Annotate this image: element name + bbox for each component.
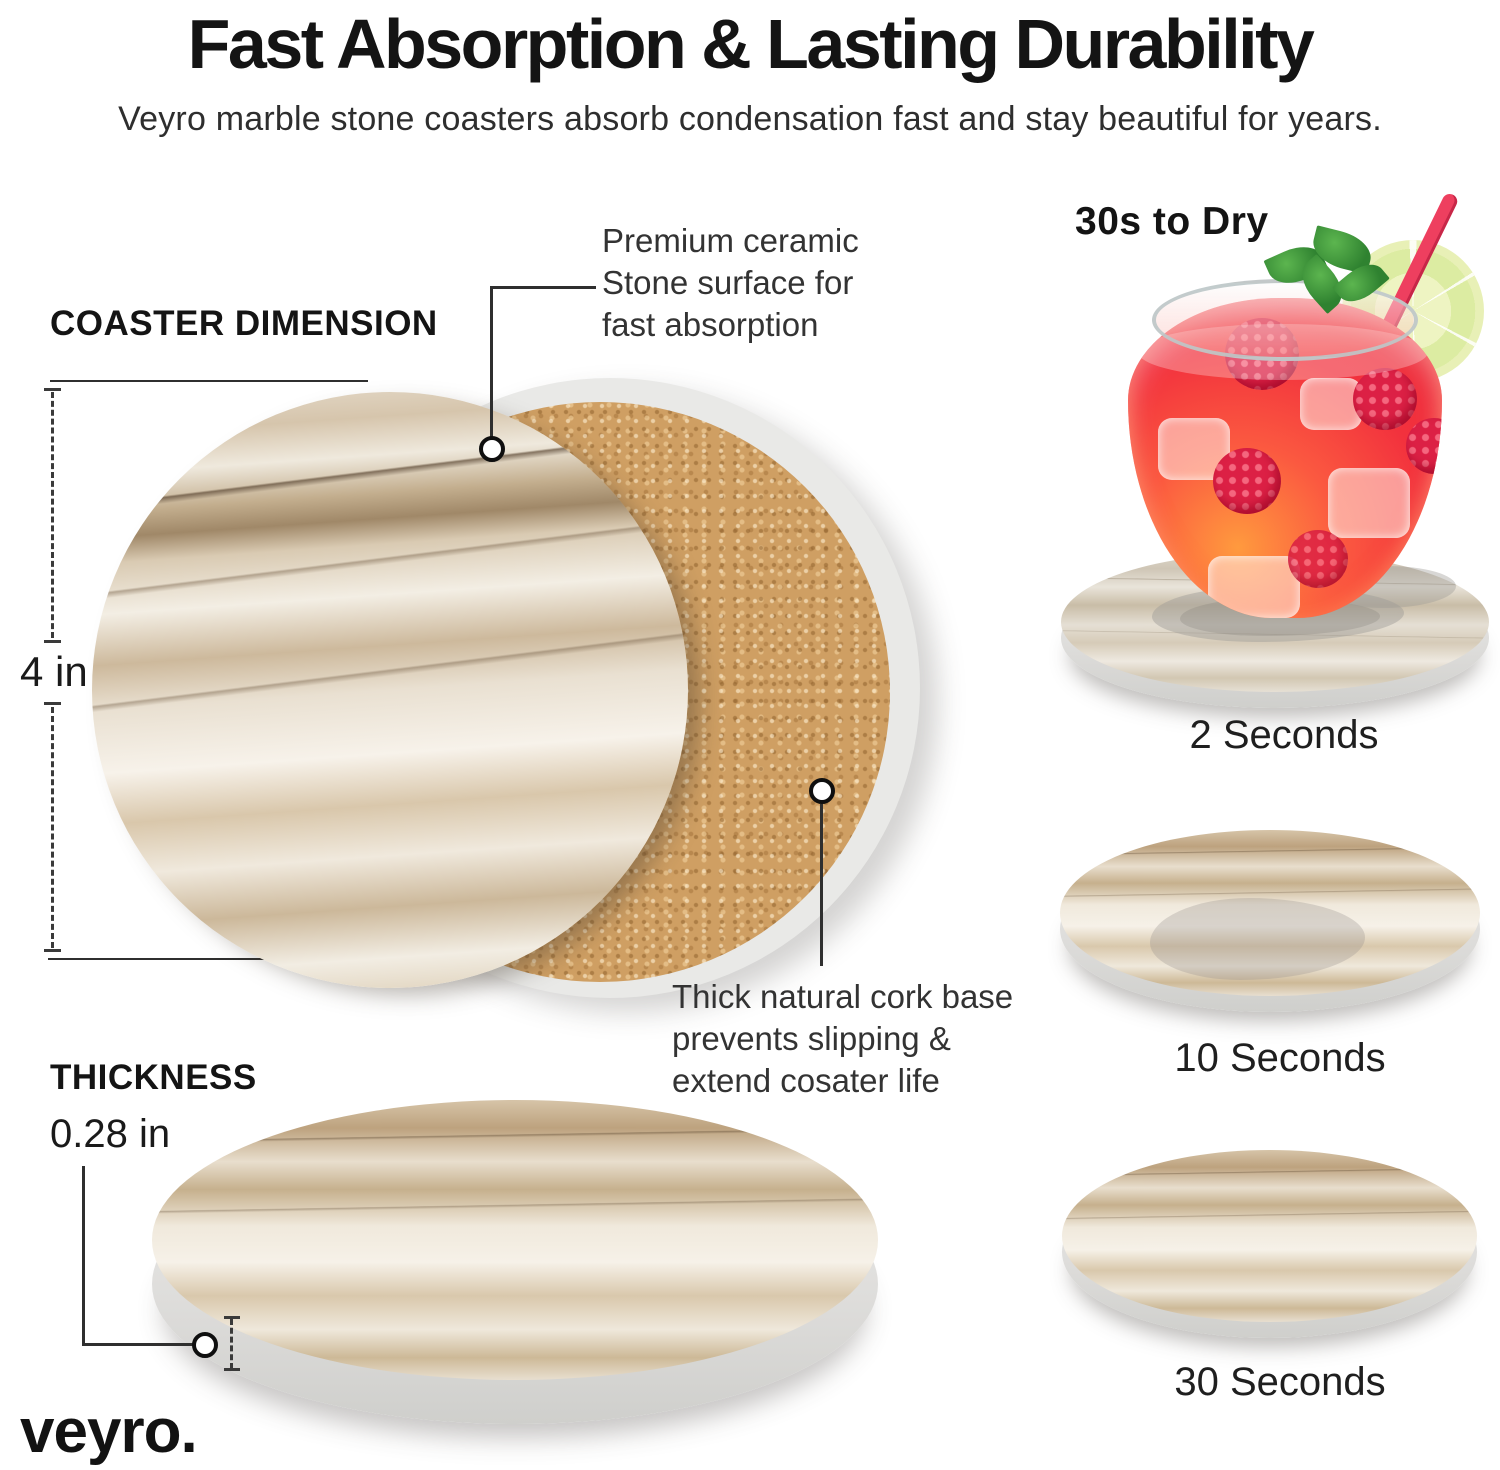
ice-cube <box>1300 378 1362 430</box>
coaster-10s-top <box>1060 830 1480 996</box>
cork-callout-text: Thick natural cork base prevents slippin… <box>672 978 1014 1100</box>
marble-coaster-front <box>92 392 688 988</box>
step-label-10-seconds: 10 Seconds <box>1174 1036 1386 1080</box>
dimension-extension-line-top <box>50 380 368 382</box>
coaster-dimension-heading: COASTER DIMENSION <box>50 304 438 343</box>
dimension-width-label: 4 in <box>20 648 88 695</box>
raspberry <box>1288 530 1348 588</box>
dimension-dashed-line-upper <box>51 392 54 638</box>
brand-wordmark: veyro. <box>20 1397 198 1466</box>
raspberry <box>1406 418 1442 474</box>
dimension-tick-top <box>44 388 61 391</box>
thickness-leader-vertical <box>82 1166 85 1346</box>
ice-cube <box>1208 556 1300 618</box>
cork-callout-leader-vertical <box>820 804 823 966</box>
glass-rim <box>1152 279 1418 361</box>
thickness-tick-top <box>224 1316 240 1319</box>
raspberry <box>1213 448 1281 514</box>
dry-test-heading: 30s to Dry <box>1075 200 1269 243</box>
raspberry <box>1353 368 1417 430</box>
dimension-extension-line-bottom <box>48 958 370 960</box>
page-title: Fast Absorption & Lasting Durability <box>187 5 1315 83</box>
dimension-tick-bottom <box>44 949 61 952</box>
ceramic-callout-leader-horizontal <box>490 286 596 289</box>
dimension-dashed-line-lower <box>51 707 54 948</box>
thickness-dashed-line <box>230 1319 233 1369</box>
thickness-leader-horizontal <box>82 1343 194 1346</box>
ceramic-callout-marker <box>479 436 505 462</box>
damp-spot <box>1150 898 1365 980</box>
ceramic-callout-text: Premium ceramic Stone surface for fast a… <box>602 222 859 344</box>
page-subtitle: Veyro marble stone coasters absorb conde… <box>118 100 1382 138</box>
cork-callout-marker <box>809 778 835 804</box>
ceramic-callout-leader-vertical <box>490 286 493 438</box>
side-coaster-top <box>152 1100 878 1380</box>
step-label-30-seconds: 30 Seconds <box>1174 1360 1386 1404</box>
thickness-marker <box>192 1332 218 1358</box>
ice-cube <box>1328 468 1410 538</box>
thickness-value: 0.28 in <box>50 1112 171 1156</box>
step-label-2-seconds: 2 Seconds <box>1189 713 1379 757</box>
dimension-tick-below-label <box>44 702 61 705</box>
dimension-tick-above-label <box>44 640 61 643</box>
thickness-tick-bottom <box>224 1368 240 1371</box>
coaster-30s-top <box>1062 1150 1477 1322</box>
thickness-heading: THICKNESS <box>50 1058 257 1097</box>
